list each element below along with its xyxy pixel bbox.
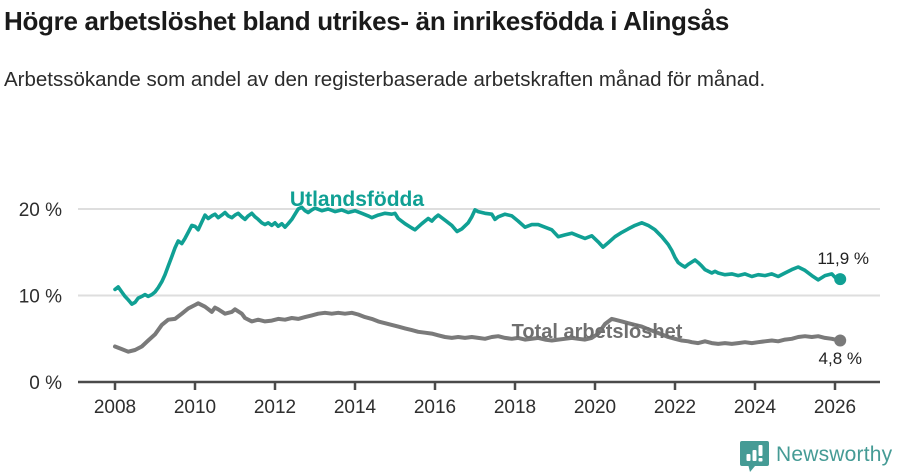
y-gridlines <box>78 208 880 384</box>
x-axis-ticks <box>113 382 837 390</box>
x-tick-label: 2020 <box>574 397 616 418</box>
x-tick-label: 2014 <box>334 397 377 418</box>
y-tick-label: 20 % <box>19 200 62 221</box>
x-tick-labels: 2008 2010 2012 2014 2016 2018 2020 2022 2024 2026 <box>94 397 856 418</box>
x-tick-label: 2024 <box>734 397 777 418</box>
x-tick-label: 2026 <box>814 397 856 418</box>
x-tick-label: 2010 <box>174 397 216 418</box>
value-label-utlandsfodda: 11,9 % <box>817 249 869 268</box>
series-utlandsfodda-label: Utlandsfödda <box>290 188 424 211</box>
newsworthy-wordmark: Newsworthy <box>776 443 893 466</box>
newsworthy-logo[interactable]: Newsworthy <box>740 438 898 472</box>
page-title: Högre arbetslöshet bland utrikes- än inr… <box>4 6 730 36</box>
x-tick-label: 2018 <box>494 397 536 418</box>
x-tick-label: 2012 <box>254 397 296 418</box>
series-total-label: Total arbetslöshet <box>512 321 683 343</box>
series-utlandsfodda-dot <box>834 273 847 286</box>
bar-chart-speech-bubble-icon <box>740 441 769 472</box>
value-label-total: 4,8 % <box>819 349 862 368</box>
series-utlandsfodda-line <box>113 205 842 306</box>
x-tick-label: 2022 <box>654 397 696 418</box>
x-tick-label: 2008 <box>94 397 136 418</box>
y-tick-label: 0 % <box>29 373 62 394</box>
y-tick-labels: 0 % 10 % 20 % <box>19 200 62 394</box>
x-tick-label: 2016 <box>414 397 456 418</box>
series-total-line <box>113 301 843 354</box>
series-total-dot <box>834 334 847 347</box>
page-subtitle: Arbetssökande som andel av den registerb… <box>4 68 766 91</box>
y-tick-label: 10 % <box>19 287 62 308</box>
